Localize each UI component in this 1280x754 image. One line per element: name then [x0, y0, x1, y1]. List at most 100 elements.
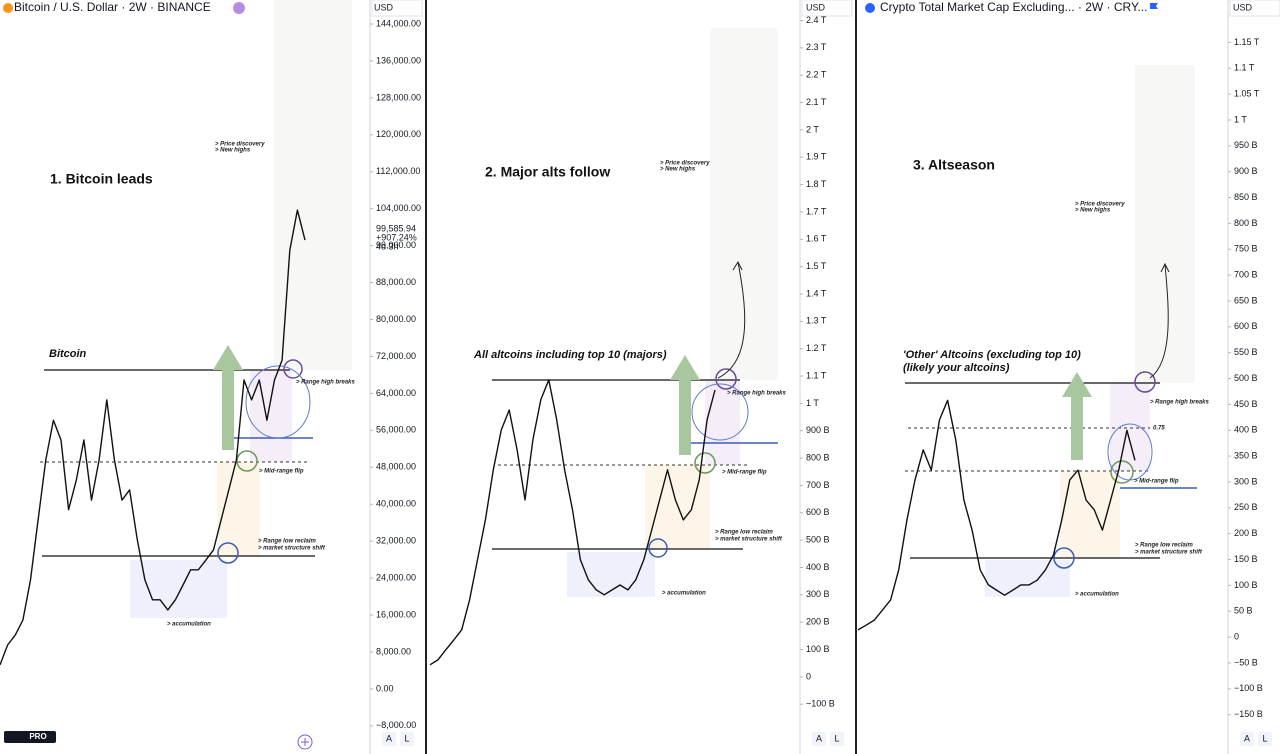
price-label: +907.24%	[376, 232, 417, 242]
scribble	[1107, 423, 1153, 481]
y-tick-label: 300 B	[1234, 476, 1258, 486]
y-tick-label: 120,000.00	[376, 129, 421, 139]
y-tick-label: 1.7 T	[806, 206, 827, 216]
scale-button[interactable]	[1240, 732, 1254, 746]
zone	[250, 370, 292, 462]
circle	[694, 452, 716, 474]
circle	[715, 368, 737, 390]
y-tick-label: 1 T	[806, 398, 819, 408]
zone	[705, 380, 740, 465]
y-tick-label: 750 B	[1234, 244, 1258, 254]
annotation: 2. Major alts follow	[485, 164, 610, 180]
arrow	[213, 345, 243, 450]
scale-button-label: L	[404, 733, 409, 743]
annotation: > New highs	[215, 148, 251, 154]
zone	[710, 28, 778, 380]
scale-button-label: A	[816, 733, 822, 743]
y-tick-label: 1 T	[1234, 114, 1247, 124]
y-tick-label: −8,000.00	[376, 720, 416, 730]
arrow	[1062, 372, 1092, 460]
annotation: 0.75	[1153, 426, 1165, 432]
y-tick-label: 32,000.00	[376, 536, 416, 546]
scale-button-label: A	[386, 733, 392, 743]
circle	[1110, 460, 1134, 484]
y-tick-label: 900 B	[806, 425, 830, 435]
y-tick-label: 64,000.00	[376, 388, 416, 398]
y-tick-label: 56,000.00	[376, 425, 416, 435]
arrow	[670, 355, 700, 455]
y-tick-label: 1.8 T	[806, 179, 827, 189]
y-tick-label: 1.9 T	[806, 152, 827, 162]
scale-button[interactable]	[812, 732, 826, 746]
circle	[1053, 547, 1075, 569]
circle	[217, 542, 239, 564]
scale-button-label: A	[1244, 733, 1250, 743]
y-tick-label: 2 T	[806, 124, 819, 134]
y-tick-label: 50 B	[1234, 606, 1253, 616]
y-tick-label: −150 B	[1234, 709, 1263, 719]
y-tick-label: 400 B	[806, 562, 830, 572]
y-tick-label: 1.3 T	[806, 316, 827, 326]
y-tick-label: 48,000.00	[376, 462, 416, 472]
projection-arrow	[717, 260, 746, 379]
y-tick-label: 112,000.00	[376, 166, 420, 176]
scribble	[245, 365, 311, 439]
annotation: > Price discovery	[215, 142, 265, 148]
y-tick-label: 2.1 T	[806, 97, 827, 107]
annotation: (likely your altcoins)	[903, 362, 1010, 374]
coin-icon	[865, 3, 875, 13]
y-tick-label: 200 B	[1234, 528, 1258, 538]
zone	[1110, 383, 1150, 471]
y-tick-label: 700 B	[1234, 269, 1258, 279]
y-tick-label: 2.4 T	[806, 15, 827, 25]
currency-label: USD	[1233, 2, 1253, 12]
y-tick-label: 500 B	[1234, 373, 1258, 383]
flag-icon	[1150, 3, 1158, 9]
scale-button[interactable]	[400, 732, 414, 746]
y-tick-label: 450 B	[1234, 399, 1258, 409]
circle	[283, 359, 303, 379]
chart-title: Crypto Total Market Cap Excluding... · 2…	[880, 0, 1147, 14]
scale-button[interactable]	[382, 732, 396, 746]
logo-text: PRO	[29, 732, 46, 741]
y-tick-label: 2.2 T	[806, 70, 827, 80]
y-tick-label: 650 B	[1234, 295, 1258, 305]
y-tick-label: 88,000.00	[376, 277, 416, 287]
scale-button-label: L	[1262, 733, 1267, 743]
scale-button[interactable]	[1258, 732, 1272, 746]
y-tick-label: 80,000.00	[376, 314, 416, 324]
projection-arrow	[1149, 262, 1170, 379]
y-tick-label: 800 B	[806, 452, 830, 462]
currency-box	[801, 0, 853, 17]
y-tick-label: −100 B	[1234, 683, 1263, 693]
annotation: > Range high breaks	[296, 380, 356, 386]
annotation: > Range low reclaim	[1135, 543, 1194, 549]
y-tick-label: 850 B	[1234, 192, 1258, 202]
annotation: > Price discovery	[660, 161, 710, 167]
annotation: > market structure shift	[258, 546, 326, 552]
y-tick-label: 1.4 T	[806, 288, 827, 298]
price-line	[429, 379, 716, 666]
add-button[interactable]	[297, 734, 313, 750]
y-tick-label: 600 B	[1234, 321, 1258, 331]
y-tick-label: 2.3 T	[806, 42, 827, 52]
y-tick-label: 250 B	[1234, 502, 1258, 512]
chart-title: Bitcoin / U.S. Dollar · 2W · BINANCE	[14, 0, 211, 14]
y-tick-label: 1.2 T	[806, 343, 827, 353]
annotation: > Range high breaks	[1150, 400, 1210, 406]
currency-label: USD	[806, 2, 826, 12]
y-tick-label: 0	[1234, 631, 1239, 641]
icon	[233, 2, 245, 14]
zone	[130, 560, 227, 618]
axes-chrome: PRO	[3, 0, 1280, 754]
price-label: 4d 3h	[376, 241, 399, 251]
currency-box	[1229, 0, 1280, 17]
drawings	[40, 0, 1197, 618]
y-tick-label: 800 B	[1234, 218, 1258, 228]
scale-button[interactable]	[830, 732, 844, 746]
y-tick-label: 200 B	[806, 617, 830, 627]
y-tick-label: 0	[806, 671, 811, 681]
annotation: 1. Bitcoin leads	[50, 171, 153, 187]
annotation: > Range high breaks	[727, 391, 787, 397]
